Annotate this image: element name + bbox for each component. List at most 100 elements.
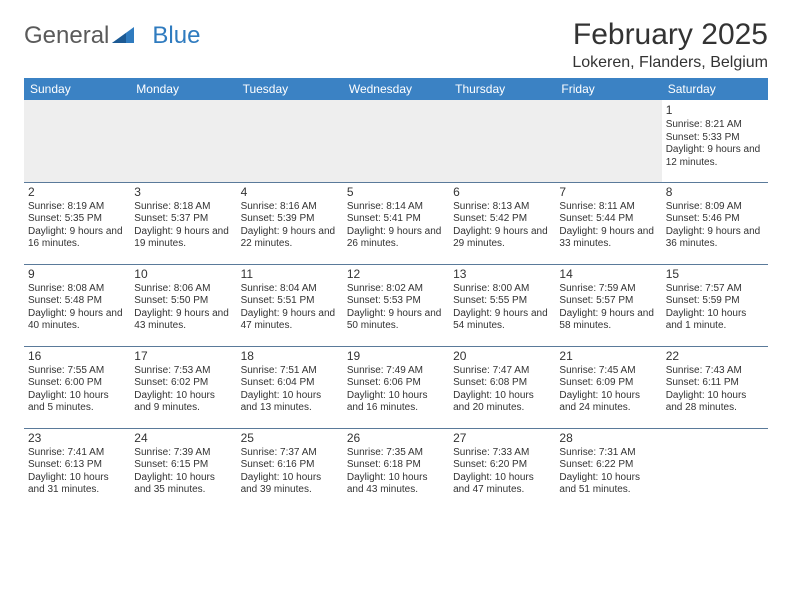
day-number: 5 bbox=[347, 185, 445, 200]
calendar-week-row: 16Sunrise: 7:55 AMSunset: 6:00 PMDayligh… bbox=[24, 346, 768, 428]
calendar-cell: 25Sunrise: 7:37 AMSunset: 6:16 PMDayligh… bbox=[237, 428, 343, 510]
day-number: 3 bbox=[134, 185, 232, 200]
calendar-cell bbox=[449, 100, 555, 182]
sunset-text: Sunset: 5:33 PM bbox=[666, 132, 764, 145]
calendar-cell: 3Sunrise: 8:18 AMSunset: 5:37 PMDaylight… bbox=[130, 182, 236, 264]
day-number: 8 bbox=[666, 185, 764, 200]
logo: General Blue bbox=[24, 18, 200, 50]
daylight-text: Daylight: 9 hours and 12 minutes. bbox=[666, 144, 764, 169]
day-number: 22 bbox=[666, 349, 764, 364]
calendar-cell: 24Sunrise: 7:39 AMSunset: 6:15 PMDayligh… bbox=[130, 428, 236, 510]
sunset-text: Sunset: 5:35 PM bbox=[28, 213, 126, 226]
daylight-text: Daylight: 9 hours and 29 minutes. bbox=[453, 226, 551, 251]
sunset-text: Sunset: 5:50 PM bbox=[134, 295, 232, 308]
sunrise-text: Sunrise: 8:14 AM bbox=[347, 201, 445, 214]
sunset-text: Sunset: 6:08 PM bbox=[453, 377, 551, 390]
calendar-cell: 15Sunrise: 7:57 AMSunset: 5:59 PMDayligh… bbox=[662, 264, 768, 346]
sunrise-text: Sunrise: 8:21 AM bbox=[666, 119, 764, 132]
day-number: 7 bbox=[559, 185, 657, 200]
calendar-cell: 17Sunrise: 7:53 AMSunset: 6:02 PMDayligh… bbox=[130, 346, 236, 428]
calendar-cell: 21Sunrise: 7:45 AMSunset: 6:09 PMDayligh… bbox=[555, 346, 661, 428]
day-number: 16 bbox=[28, 349, 126, 364]
sunset-text: Sunset: 6:16 PM bbox=[241, 459, 339, 472]
month-title: February 2025 bbox=[572, 18, 768, 52]
calendar-cell: 12Sunrise: 8:02 AMSunset: 5:53 PMDayligh… bbox=[343, 264, 449, 346]
sunset-text: Sunset: 6:09 PM bbox=[559, 377, 657, 390]
sunrise-text: Sunrise: 7:45 AM bbox=[559, 365, 657, 378]
day-number: 12 bbox=[347, 267, 445, 282]
daylight-text: Daylight: 10 hours and 16 minutes. bbox=[347, 390, 445, 415]
calendar-cell bbox=[343, 100, 449, 182]
calendar-cell bbox=[24, 100, 130, 182]
sunset-text: Sunset: 5:59 PM bbox=[666, 295, 764, 308]
day-number: 17 bbox=[134, 349, 232, 364]
daylight-text: Daylight: 9 hours and 33 minutes. bbox=[559, 226, 657, 251]
calendar-cell: 22Sunrise: 7:43 AMSunset: 6:11 PMDayligh… bbox=[662, 346, 768, 428]
daylight-text: Daylight: 10 hours and 51 minutes. bbox=[559, 472, 657, 497]
calendar-cell bbox=[237, 100, 343, 182]
calendar-cell: 19Sunrise: 7:49 AMSunset: 6:06 PMDayligh… bbox=[343, 346, 449, 428]
calendar-cell bbox=[555, 100, 661, 182]
daylight-text: Daylight: 9 hours and 58 minutes. bbox=[559, 308, 657, 333]
day-number: 24 bbox=[134, 431, 232, 446]
day-number: 19 bbox=[347, 349, 445, 364]
sunset-text: Sunset: 6:15 PM bbox=[134, 459, 232, 472]
day-number: 14 bbox=[559, 267, 657, 282]
sunset-text: Sunset: 6:11 PM bbox=[666, 377, 764, 390]
sunrise-text: Sunrise: 8:08 AM bbox=[28, 283, 126, 296]
sunrise-text: Sunrise: 7:43 AM bbox=[666, 365, 764, 378]
sunset-text: Sunset: 5:39 PM bbox=[241, 213, 339, 226]
calendar-cell: 28Sunrise: 7:31 AMSunset: 6:22 PMDayligh… bbox=[555, 428, 661, 510]
logo-text-2: Blue bbox=[152, 22, 200, 50]
calendar-cell: 1Sunrise: 8:21 AMSunset: 5:33 PMDaylight… bbox=[662, 100, 768, 182]
sunset-text: Sunset: 5:41 PM bbox=[347, 213, 445, 226]
calendar-cell: 6Sunrise: 8:13 AMSunset: 5:42 PMDaylight… bbox=[449, 182, 555, 264]
day-number: 2 bbox=[28, 185, 126, 200]
page-header: General Blue February 2025 Lokeren, Flan… bbox=[24, 18, 768, 72]
sunset-text: Sunset: 6:22 PM bbox=[559, 459, 657, 472]
sunrise-text: Sunrise: 7:49 AM bbox=[347, 365, 445, 378]
daylight-text: Daylight: 10 hours and 47 minutes. bbox=[453, 472, 551, 497]
calendar-table: Sunday Monday Tuesday Wednesday Thursday… bbox=[24, 78, 768, 510]
calendar-cell: 26Sunrise: 7:35 AMSunset: 6:18 PMDayligh… bbox=[343, 428, 449, 510]
day-number: 18 bbox=[241, 349, 339, 364]
sunset-text: Sunset: 5:46 PM bbox=[666, 213, 764, 226]
logo-text-1: General bbox=[24, 22, 109, 50]
daylight-text: Daylight: 9 hours and 26 minutes. bbox=[347, 226, 445, 251]
daylight-text: Daylight: 10 hours and 31 minutes. bbox=[28, 472, 126, 497]
location: Lokeren, Flanders, Belgium bbox=[572, 54, 768, 72]
sunrise-text: Sunrise: 8:13 AM bbox=[453, 201, 551, 214]
day-header: Sunday bbox=[24, 78, 130, 100]
calendar-cell: 5Sunrise: 8:14 AMSunset: 5:41 PMDaylight… bbox=[343, 182, 449, 264]
sunrise-text: Sunrise: 7:41 AM bbox=[28, 447, 126, 460]
sunset-text: Sunset: 5:42 PM bbox=[453, 213, 551, 226]
day-number: 11 bbox=[241, 267, 339, 282]
day-header: Monday bbox=[130, 78, 236, 100]
calendar-cell: 20Sunrise: 7:47 AMSunset: 6:08 PMDayligh… bbox=[449, 346, 555, 428]
sunrise-text: Sunrise: 7:31 AM bbox=[559, 447, 657, 460]
daylight-text: Daylight: 9 hours and 40 minutes. bbox=[28, 308, 126, 333]
sunrise-text: Sunrise: 7:33 AM bbox=[453, 447, 551, 460]
sunset-text: Sunset: 6:13 PM bbox=[28, 459, 126, 472]
sunrise-text: Sunrise: 8:06 AM bbox=[134, 283, 232, 296]
sunset-text: Sunset: 5:57 PM bbox=[559, 295, 657, 308]
sunset-text: Sunset: 5:48 PM bbox=[28, 295, 126, 308]
calendar-cell: 8Sunrise: 8:09 AMSunset: 5:46 PMDaylight… bbox=[662, 182, 768, 264]
daylight-text: Daylight: 9 hours and 22 minutes. bbox=[241, 226, 339, 251]
sunrise-text: Sunrise: 8:02 AM bbox=[347, 283, 445, 296]
day-number: 13 bbox=[453, 267, 551, 282]
sunrise-text: Sunrise: 7:55 AM bbox=[28, 365, 126, 378]
calendar-cell: 16Sunrise: 7:55 AMSunset: 6:00 PMDayligh… bbox=[24, 346, 130, 428]
calendar-cell: 23Sunrise: 7:41 AMSunset: 6:13 PMDayligh… bbox=[24, 428, 130, 510]
calendar-cell: 10Sunrise: 8:06 AMSunset: 5:50 PMDayligh… bbox=[130, 264, 236, 346]
daylight-text: Daylight: 9 hours and 16 minutes. bbox=[28, 226, 126, 251]
day-number: 26 bbox=[347, 431, 445, 446]
calendar-cell bbox=[662, 428, 768, 510]
sunrise-text: Sunrise: 7:47 AM bbox=[453, 365, 551, 378]
daylight-text: Daylight: 10 hours and 13 minutes. bbox=[241, 390, 339, 415]
sunrise-text: Sunrise: 8:11 AM bbox=[559, 201, 657, 214]
calendar-page: General Blue February 2025 Lokeren, Flan… bbox=[0, 0, 792, 520]
day-header: Friday bbox=[555, 78, 661, 100]
calendar-cell: 7Sunrise: 8:11 AMSunset: 5:44 PMDaylight… bbox=[555, 182, 661, 264]
day-header: Saturday bbox=[662, 78, 768, 100]
